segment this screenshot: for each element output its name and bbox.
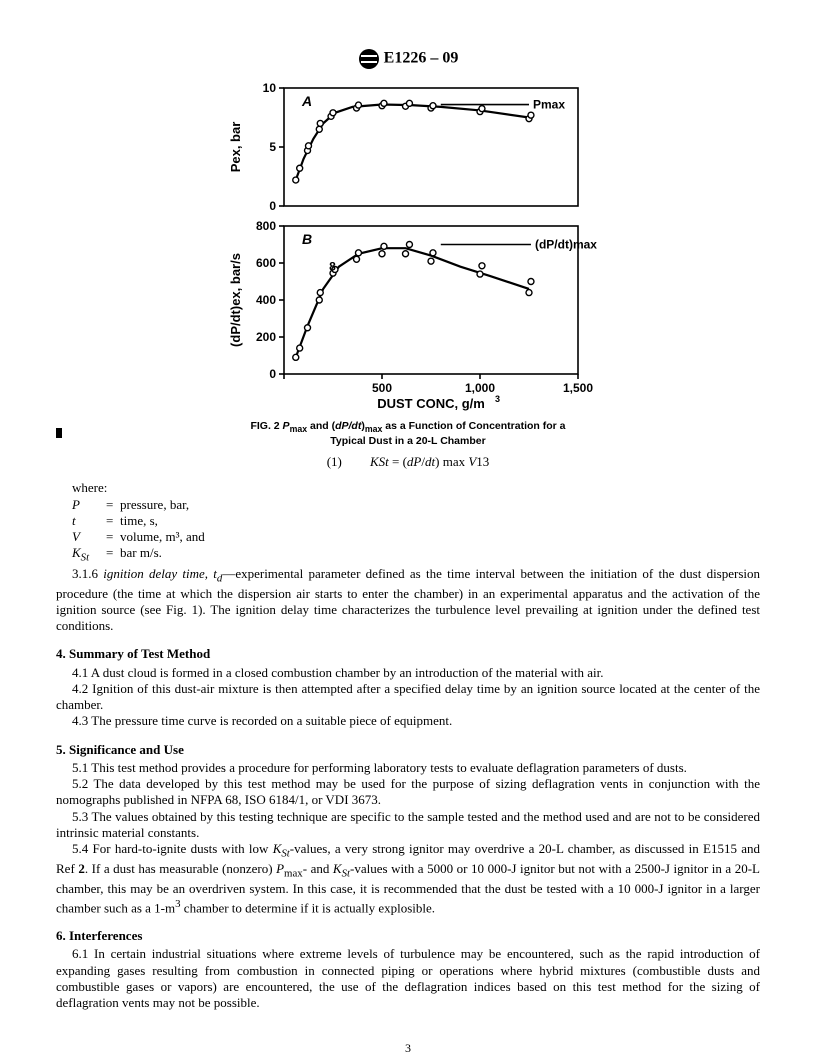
para-4-1: 4.1 A dust cloud is formed in a closed c… [56, 665, 760, 681]
svg-text:500: 500 [372, 381, 392, 395]
para-6-1: 6.1 In certain industrial situations whe… [56, 946, 760, 1011]
svg-text:400: 400 [256, 293, 276, 307]
svg-text:3: 3 [495, 394, 500, 404]
where-label: where: [72, 480, 760, 496]
svg-text:0: 0 [269, 199, 276, 213]
fig-caption-line1: FIG. 2 Pmax and (dP/dt)max as a Function… [250, 420, 565, 432]
svg-text:B: B [302, 231, 312, 247]
where-symbol: P [72, 497, 106, 513]
where-block: where: P=pressure, bar,t=time, s,V=volum… [56, 480, 760, 565]
para-4-3: 4.3 The pressure time curve is recorded … [56, 713, 760, 729]
svg-text:800: 800 [256, 219, 276, 233]
where-row: t=time, s, [72, 513, 760, 529]
svg-text:A: A [301, 93, 312, 109]
where-equals: = [106, 545, 120, 565]
where-symbol: KSt [72, 545, 106, 565]
figure-2: 0 5 10 0 200 400 600 800 500 1,000 1,500 DUST CONC,… [218, 76, 598, 448]
section-4-heading: 4. Summary of Test Method [56, 646, 760, 662]
where-def: time, s, [120, 513, 760, 529]
change-bar-mark [56, 428, 62, 438]
figure-2-caption: FIG. 2 Pmax and (dP/dt)max as a Function… [218, 420, 598, 448]
para-5-4: 5.4 For hard-to-ignite dusts with low KS… [56, 841, 760, 916]
svg-text:(dP/dt)max: (dP/dt)max [535, 238, 597, 252]
where-symbol: V [72, 529, 106, 545]
where-row: V=volume, m³, and [72, 529, 760, 545]
svg-text:8: 8 [329, 259, 336, 273]
para-5-2: 5.2 The data developed by this test meth… [56, 776, 760, 809]
fig-caption-line2: Typical Dust in a 20-L Chamber [330, 435, 485, 447]
svg-text:1,500: 1,500 [563, 381, 593, 395]
figure-2-svg: 0 5 10 0 200 400 600 800 500 1,000 1,500 DUST CONC,… [218, 76, 598, 416]
svg-text:Pmax: Pmax [533, 98, 565, 112]
svg-text:200: 200 [256, 330, 276, 344]
svg-text:(dP/dt)ex, bar/s: (dP/dt)ex, bar/s [228, 253, 243, 347]
svg-text:Pex, bar: Pex, bar [228, 122, 243, 173]
where-def: pressure, bar, [120, 497, 760, 513]
astm-logo-icon [358, 48, 380, 70]
where-row: P=pressure, bar, [72, 497, 760, 513]
where-row: KSt=bar m/s. [72, 545, 760, 565]
para-5-3: 5.3 The values obtained by this testing … [56, 809, 760, 842]
svg-text:600: 600 [256, 256, 276, 270]
para-3-1-6: 3.1.6 ignition delay time, td—experiment… [56, 566, 760, 635]
section-6-heading: 6. Interferences [56, 928, 760, 944]
where-equals: = [106, 513, 120, 529]
svg-text:0: 0 [269, 367, 276, 381]
svg-text:5: 5 [269, 140, 276, 154]
where-def: volume, m³, and [120, 529, 760, 545]
page-number: 3 [56, 1041, 760, 1056]
where-equals: = [106, 529, 120, 545]
para-5-1: 5.1 This test method provides a procedur… [56, 760, 760, 776]
svg-text:10: 10 [263, 81, 277, 95]
equation-number: (1) [327, 454, 367, 470]
svg-text:DUST CONC, g/m: DUST CONC, g/m [377, 396, 485, 411]
section-5-heading: 5. Significance and Use [56, 742, 760, 758]
svg-text:1,000: 1,000 [465, 381, 495, 395]
designation-text: E1226 – 09 [384, 50, 459, 67]
equation-body: KSt = (dP/dt) max V13 [370, 454, 489, 469]
page-header: E1226 – 09 [56, 48, 760, 70]
where-def: bar m/s. [120, 545, 760, 565]
where-equals: = [106, 497, 120, 513]
where-symbol: t [72, 513, 106, 529]
para-4-2: 4.2 Ignition of this dust-air mixture is… [56, 681, 760, 714]
equation-1: (1) KSt = (dP/dt) max V13 [56, 454, 760, 470]
